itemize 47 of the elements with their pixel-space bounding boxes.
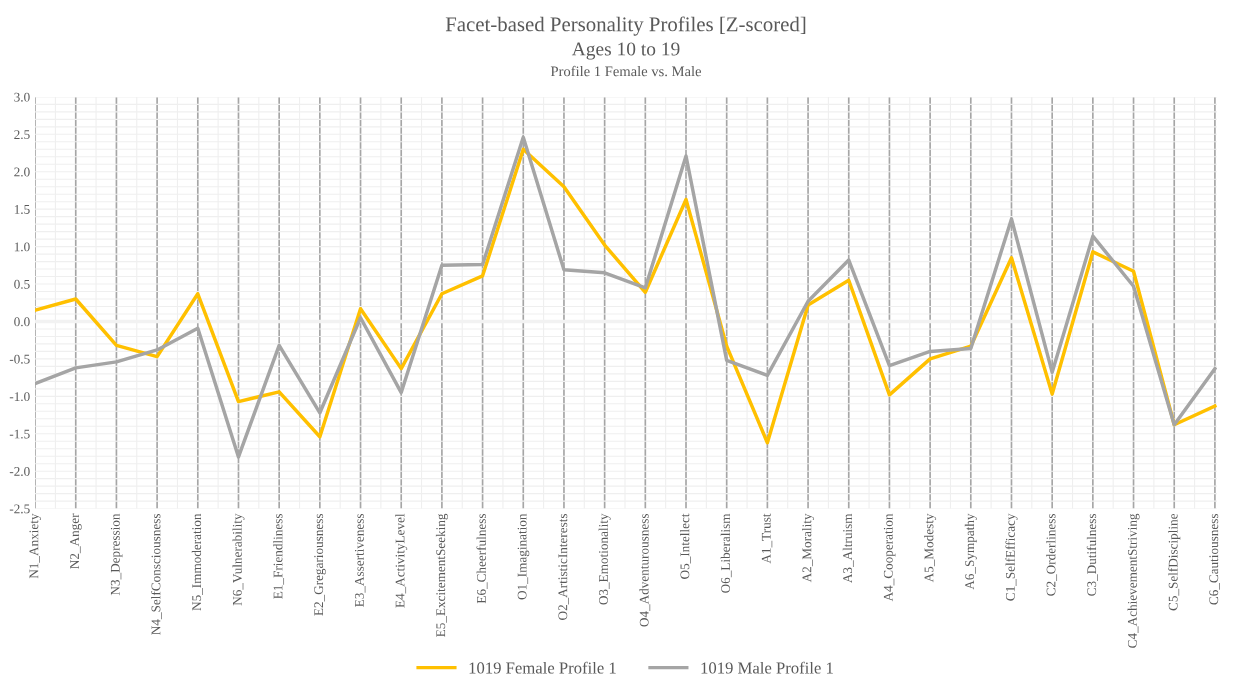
y-tick-label: 0.0 bbox=[14, 317, 30, 327]
x-tick-label: E3_Assertiveness bbox=[354, 513, 366, 607]
x-tick-label: C4_AchievementStriving bbox=[1127, 513, 1140, 648]
x-tick-label: A1_Trust bbox=[761, 513, 773, 564]
y-tick-label: -1.5 bbox=[9, 429, 30, 439]
x-tick-label: E5_ExcitementSeeking bbox=[435, 513, 448, 637]
y-tick-label: 0.5 bbox=[14, 279, 30, 289]
x-tick-label: N5_Immoderation bbox=[191, 513, 203, 611]
x-tick-label: C5_SelfDiscipline bbox=[1168, 513, 1181, 611]
x-tick-label: N1_Anxiety bbox=[29, 513, 42, 579]
x-tick-label: E1_Friendliness bbox=[273, 513, 285, 599]
x-tick-label: N6_Vulnerability bbox=[232, 513, 245, 606]
x-tick-label: A2_Morality bbox=[802, 513, 815, 583]
x-tick-label: A6_Sympathy bbox=[964, 513, 977, 590]
x-tick-label: O4_Adventurousness bbox=[639, 513, 651, 627]
x-tick-label: A4_Cooperation bbox=[883, 513, 896, 602]
x-tick-label: E2_Gregariousness bbox=[314, 513, 326, 616]
x-tick-label: N4_SelfConsciousness bbox=[150, 513, 162, 635]
legend-label: 1019 Male Profile 1 bbox=[701, 661, 833, 674]
chart-subtitle: Ages 10 to 19 bbox=[571, 42, 680, 60]
x-tick-label: O6_Liberalism bbox=[720, 513, 732, 593]
legend-label: 1019 Female Profile 1 bbox=[469, 661, 616, 674]
x-tick-label: C3_Dutifulness bbox=[1086, 513, 1098, 596]
y-tick-label: 1.0 bbox=[14, 242, 30, 252]
text: Profile 1 Female vs. Male bbox=[550, 65, 702, 77]
x-tick-label: C2_Orderliness bbox=[1046, 513, 1058, 596]
x-tick-label: E6_Cheerfulness bbox=[476, 513, 488, 604]
y-tick-label: 2.5 bbox=[14, 130, 30, 140]
x-tick-label: O1_Imagination bbox=[517, 513, 530, 600]
y-tick-label: -0.5 bbox=[9, 354, 30, 364]
y-tick-label: 2.0 bbox=[14, 167, 30, 177]
x-tick-label: E4_ActivityLevel bbox=[395, 513, 408, 608]
x-tick-label: A3_Altruism bbox=[842, 513, 854, 583]
y-tick-label: 1.5 bbox=[14, 205, 30, 214]
x-tick-label: O2_ArtisticInterests bbox=[558, 513, 569, 620]
y-tick-label: -2.0 bbox=[9, 466, 30, 476]
y-tick-label: 3.0 bbox=[14, 92, 30, 102]
x-tick-label: N3_Depression bbox=[110, 513, 123, 596]
x-tick-label: O3_Emotionality bbox=[598, 513, 611, 605]
x-tick-label: O5_Intellect bbox=[680, 513, 691, 579]
x-tick-label: N2_Anger bbox=[70, 513, 82, 569]
y-tick-label: -1.0 bbox=[9, 392, 30, 402]
y-tick-label: -2.5 bbox=[9, 504, 30, 514]
chart-title: Facet-based Personality Profiles [Z-scored] bbox=[445, 16, 806, 36]
x-tick-label: C1_SelfEfficacy bbox=[1005, 513, 1018, 601]
x-tick-label: A5_Modesty bbox=[924, 513, 937, 583]
x-tick-label: C6_Cautiousness bbox=[1209, 513, 1220, 605]
